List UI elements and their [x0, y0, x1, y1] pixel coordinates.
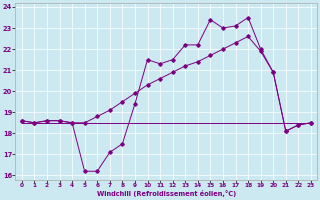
X-axis label: Windchill (Refroidissement éolien,°C): Windchill (Refroidissement éolien,°C) [97, 190, 236, 197]
